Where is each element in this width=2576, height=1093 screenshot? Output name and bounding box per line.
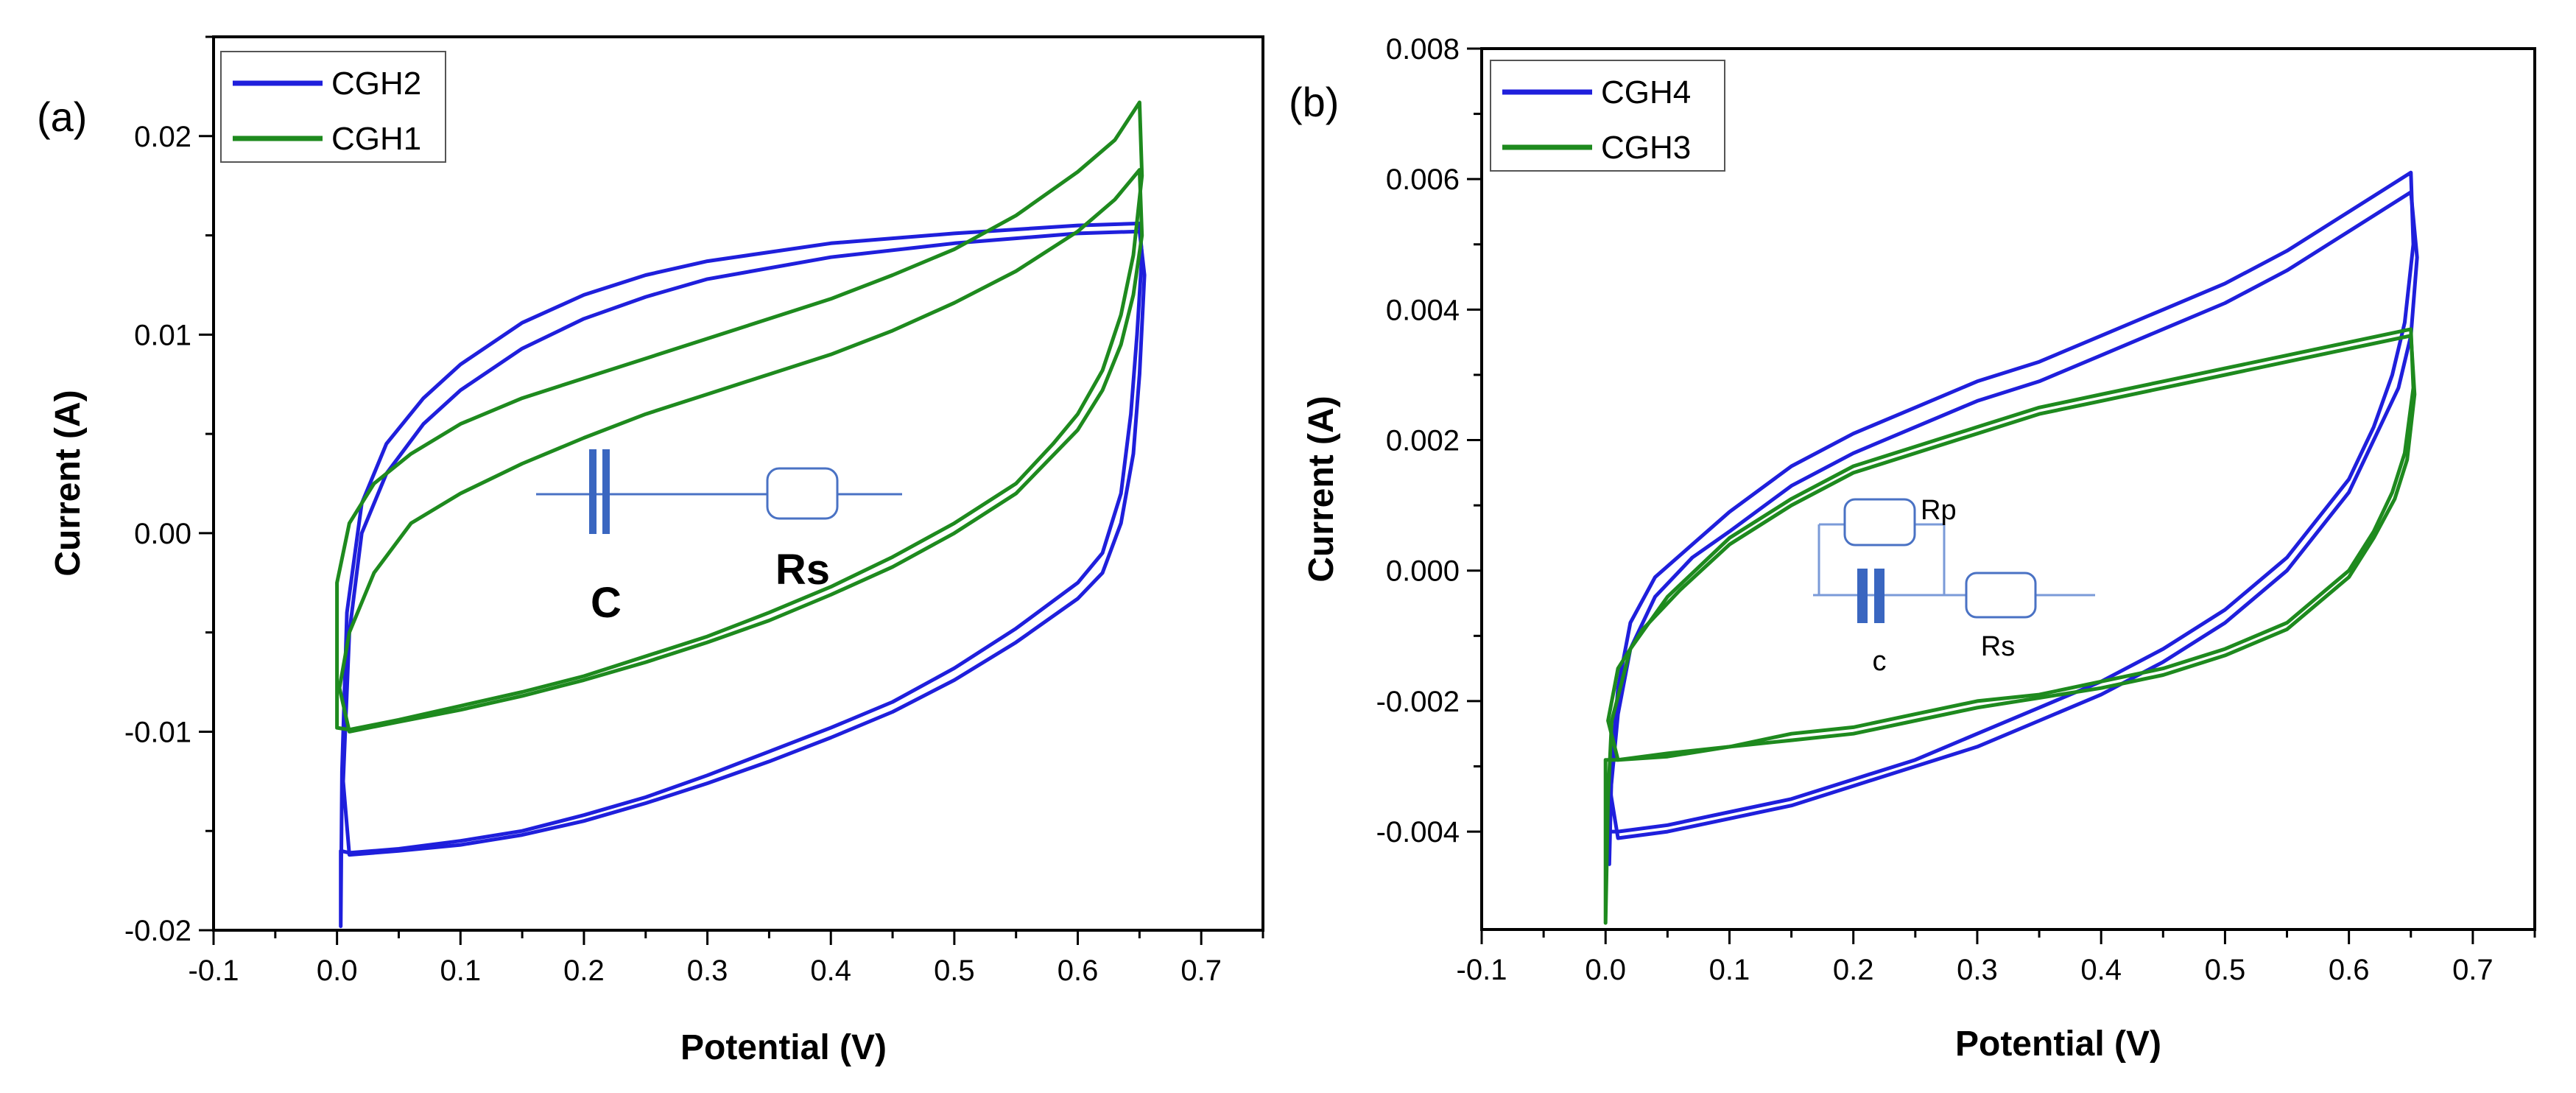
panel-a: (a) -0.1 0.0 0.1 0.2 0.3 0.4 0.5 0.6 0.7-0.02-0.… — [37, 35, 1264, 1067]
x-tick-label: -0.1 — [189, 955, 239, 987]
panel-b-circuit-inset: Rp c Rs — [1813, 495, 2095, 677]
panel-b-ticks: -0.1 0.0 0.1 0.2 0.3 0.4 0.5 0.6 0.7 -0.004 -0.002… — [1376, 33, 2536, 986]
series-line-cgh3-3 — [1606, 334, 2417, 762]
x-tick-label: 0.2 — [1833, 954, 1874, 986]
y-tick-label: 0.000 — [1386, 555, 1460, 588]
panel-a-xlabel: Potential (V) — [680, 1028, 887, 1067]
panel-a-ticks: -0.1 0.0 0.1 0.2 0.3 0.4 0.5 0.6 0.7 -0.02 -0.01 0.… — [124, 35, 1264, 987]
x-tick-label: 0.4 — [2080, 954, 2122, 986]
capacitor-b-plate-right — [1874, 569, 1885, 623]
x-tick-label: 0.7 — [2452, 954, 2494, 986]
y-tick-label: 0.004 — [1386, 294, 1460, 326]
resistor-rp — [1843, 498, 1916, 546]
y-tick-label: 0.008 — [1386, 33, 1460, 66]
x-tick-label: 0.0 — [317, 955, 358, 987]
circuit-b-label-c: c — [1873, 646, 1887, 677]
x-tick-label: 0.4 — [810, 955, 851, 987]
circuit-b-label-rs: Rs — [1981, 631, 2015, 662]
y-tick-label: -0.02 — [124, 915, 191, 947]
panel-b-frame — [1480, 47, 2536, 931]
y-tick-label: -0.002 — [1376, 686, 1460, 718]
panel-b-ylabel: Current (A) — [1302, 396, 1341, 582]
series-line-cgh1-3 — [337, 168, 1144, 734]
panel-b-label: (b) — [1289, 79, 1339, 125]
panel-b: (b) -0.1 0.0 0.1 0.2 0.3 0.4 0.5 0.6 0.7-0.004-0… — [1289, 33, 2536, 1064]
y-tick-label: 0.002 — [1386, 425, 1460, 457]
circuit-a-label-c: C — [591, 579, 622, 627]
y-tick-label: 0.006 — [1386, 164, 1460, 196]
x-tick-label: 0.3 — [1957, 954, 1998, 986]
panel-b-legend-box — [1490, 60, 1725, 172]
panel-a-frame — [212, 35, 1264, 932]
x-tick-label: 0.1 — [440, 955, 481, 987]
series-line-cgh4-0 — [1607, 170, 2415, 866]
series-line-cgh2-0 — [339, 221, 1144, 929]
panel-a-label: (a) — [37, 94, 87, 140]
panel-a-ylabel: Current (A) — [49, 390, 88, 576]
y-tick-label: -0.004 — [1376, 816, 1460, 848]
resistor-rs — [766, 467, 839, 520]
legend-label-cgh1: CGH1 — [331, 121, 421, 157]
y-tick-label: 0.01 — [134, 319, 191, 351]
x-tick-label: 0.1 — [1709, 954, 1750, 986]
legend-label-cgh3: CGH3 — [1601, 130, 1691, 166]
x-tick-label: 0.6 — [2329, 954, 2370, 986]
x-tick-label: 0.0 — [1585, 954, 1626, 986]
series-line-cgh3-2 — [1603, 327, 2415, 925]
series-line-cgh2-1 — [341, 229, 1147, 857]
capacitor-b-plate-left — [1857, 569, 1868, 623]
panel-b-legend: CGH4 CGH3 — [1490, 60, 1725, 172]
panel-a-circuit-inset: C Rs — [536, 449, 902, 627]
y-tick-label: -0.01 — [124, 716, 191, 748]
circuit-a-label-rs: Rs — [775, 546, 830, 594]
series-line-cgh1-2 — [335, 100, 1144, 732]
panel-a-curves — [335, 100, 1147, 929]
x-tick-label: 0.7 — [1180, 955, 1222, 987]
panel-a-legend-box — [220, 51, 446, 163]
circuit-b-label-rp: Rp — [1921, 495, 1957, 526]
panel-b-xlabel: Potential (V) — [1955, 1025, 2161, 1064]
panel-a-legend: CGH2 CGH1 — [220, 51, 446, 163]
resistor-rs-b — [1965, 572, 2037, 619]
x-tick-label: 0.6 — [1058, 955, 1099, 987]
x-tick-label: -0.1 — [1457, 954, 1507, 986]
panel-b-curves — [1603, 170, 2419, 925]
y-tick-label: 0.02 — [134, 121, 191, 153]
y-tick-label: 0.00 — [134, 518, 191, 550]
capacitor-plate-right — [602, 449, 610, 534]
x-tick-label: 0.5 — [2205, 954, 2246, 986]
legend-label-cgh4: CGH4 — [1601, 74, 1691, 110]
x-tick-label: 0.3 — [687, 955, 728, 987]
legend-label-cgh2: CGH2 — [331, 66, 421, 102]
capacitor-plate-left — [589, 449, 597, 534]
x-tick-label: 0.2 — [563, 955, 605, 987]
series-line-cgh4-1 — [1608, 190, 2419, 840]
x-tick-label: 0.5 — [934, 955, 975, 987]
